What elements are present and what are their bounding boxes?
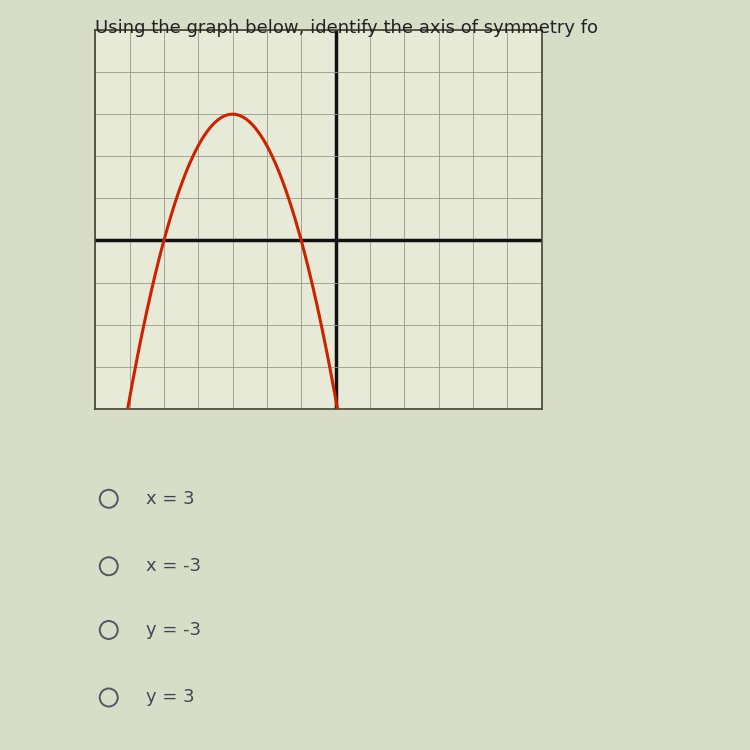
Text: Using the graph below, identify the axis of symmetry fo: Using the graph below, identify the axis… xyxy=(95,19,598,37)
Text: x = -3: x = -3 xyxy=(146,557,201,575)
Text: x = 3: x = 3 xyxy=(146,490,195,508)
Text: y = 3: y = 3 xyxy=(146,688,195,706)
Text: y = -3: y = -3 xyxy=(146,621,201,639)
